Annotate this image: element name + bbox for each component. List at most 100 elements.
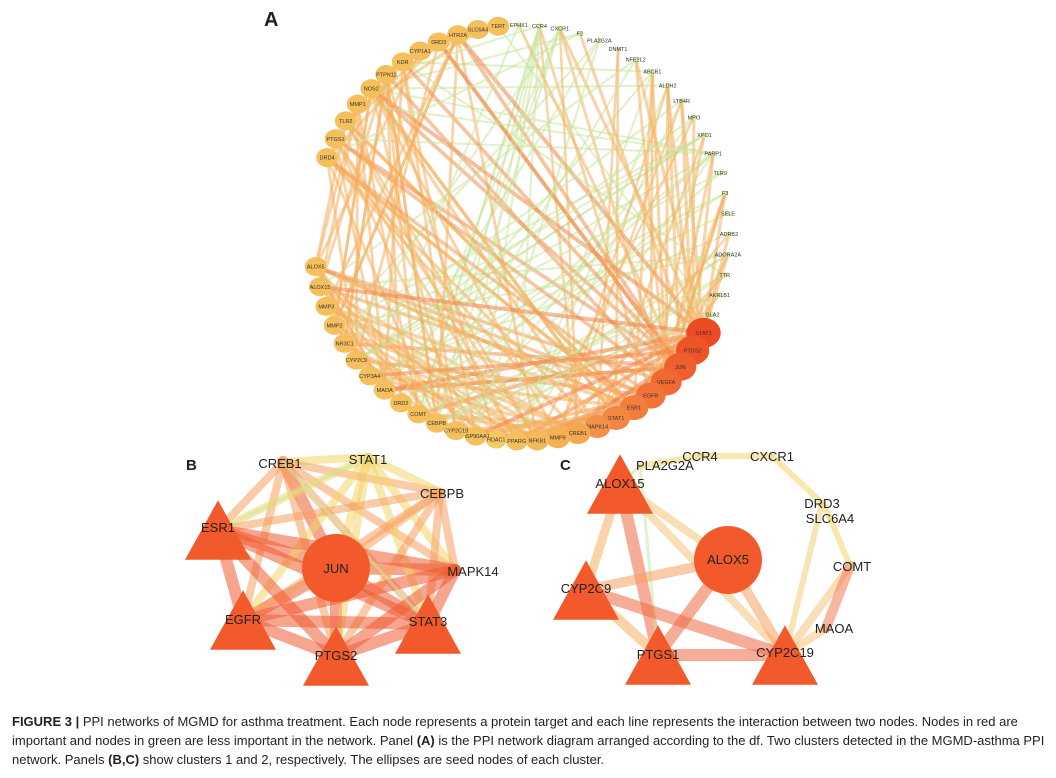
- a-node-label: ALOX5: [307, 265, 325, 271]
- a-edge: [436, 313, 713, 425]
- c-node-cyp2c9: CYP2C9: [553, 560, 619, 620]
- a-node-label: ADRB2: [720, 232, 738, 238]
- a-node-label: CREB1: [569, 431, 587, 437]
- a-edge: [325, 34, 460, 308]
- a-node-label: SELE: [721, 211, 735, 217]
- a-node-shape: [346, 94, 369, 114]
- a-edge: [399, 28, 561, 404]
- a-node-slc6a4: SLC6A4: [466, 20, 489, 40]
- a-node-nfkb1: NFKB1: [525, 430, 549, 451]
- a-node-label: HDAC1: [487, 438, 506, 444]
- a-node-shape: [345, 350, 368, 370]
- a-edge: [384, 364, 681, 392]
- a-edge: [314, 103, 360, 267]
- b-edge: [239, 453, 372, 624]
- a-node-shape: [323, 315, 346, 335]
- c-edge: [827, 515, 853, 569]
- a-node-shape: [409, 41, 432, 61]
- panel-b-label: B: [186, 457, 197, 474]
- a-node-shape: [709, 311, 716, 317]
- a-node-shape: [649, 69, 656, 75]
- a-node-shape: [425, 413, 448, 433]
- c-node-maoa: MAOA: [815, 621, 854, 636]
- a-node-cxcr1: CXCR1: [551, 26, 570, 33]
- a-node-tlr9: TLR9: [713, 170, 727, 177]
- a-node-shape: [407, 404, 430, 424]
- a-node-nos2: NOS2: [360, 79, 383, 99]
- c-node-comt: COMT: [833, 559, 871, 574]
- node-label: EGFR: [225, 612, 261, 627]
- a-node-shape: [536, 23, 543, 29]
- a-node-label: CXCR1: [551, 27, 570, 33]
- a-node-shape: [577, 31, 583, 37]
- node-label: CCR4: [682, 449, 717, 464]
- a-node-label: HTR2A: [449, 33, 467, 39]
- a-edge: [402, 61, 726, 276]
- c-node-ccr4: CCR4: [682, 449, 717, 464]
- node-label: CXCR1: [750, 449, 794, 464]
- a-node-mmp9: MMP9: [545, 427, 570, 449]
- a-node-aldh2: ALDH2: [659, 83, 677, 90]
- a-node-label: EGFR: [643, 394, 658, 400]
- a-node-shape: [725, 210, 731, 216]
- a-node-f3: F3: [722, 190, 728, 197]
- a-node-label: F3: [722, 191, 728, 197]
- a-node-label: MPO: [688, 115, 701, 121]
- a-node-cyp2c19: CYP2C19: [444, 421, 468, 441]
- node-triangle: [752, 625, 818, 685]
- a-edge: [475, 331, 705, 438]
- a-edge: [326, 156, 599, 428]
- node-label: CYP2C19: [756, 645, 814, 660]
- a-edge: [400, 152, 714, 404]
- a-edge: [344, 134, 705, 345]
- a-node-pparg: PPARG: [505, 431, 528, 451]
- a-node-nr3c1: NR3C1: [333, 333, 356, 353]
- node-triangle: [587, 454, 653, 514]
- a-node-shape: [324, 129, 347, 149]
- a-node-hdac1: HDAC1: [485, 430, 507, 449]
- a-edge: [344, 73, 388, 122]
- a-node-shape: [556, 26, 563, 32]
- a-node-label: PPARG: [507, 439, 526, 445]
- a-node-ttr: TTR: [719, 272, 730, 279]
- a-node-label: PLA2G2A: [587, 38, 612, 44]
- b-edge: [214, 488, 444, 534]
- a-edge: [343, 342, 497, 441]
- figure-caption: FIGURE 3 | PPI networks of MGMD for asth…: [12, 712, 1046, 769]
- a-edge: [357, 103, 714, 155]
- b-node-stat3: STAT3: [395, 594, 461, 654]
- a-node-shape: [309, 277, 331, 297]
- a-node-label: CYP1A1: [410, 49, 431, 55]
- caption-panels-bc: (B,C): [108, 752, 140, 767]
- a-node-shape: [375, 64, 398, 84]
- panel-a-nodes: DRD4 PTGS1 TLR2 MMP1 NOS2 PTPN11KDRCYP1A1DRD3…: [304, 16, 741, 451]
- node-label: PTGS2: [315, 648, 358, 663]
- a-edge: [634, 59, 706, 334]
- a-edge: [664, 153, 715, 383]
- a-node-shape: [447, 25, 469, 45]
- a-node-f2: F2: [577, 31, 583, 38]
- node-label: ALOX5: [707, 552, 749, 567]
- node-label: STAT3: [409, 614, 448, 629]
- node-label: SLC6A4: [806, 511, 854, 526]
- a-node-shape: [360, 79, 383, 99]
- a-node-abcb1: ABCB1: [643, 69, 661, 76]
- b-edge: [216, 455, 370, 532]
- a-node-shape: [391, 52, 414, 72]
- a-edge: [318, 103, 360, 288]
- panel-b-network: JUN CREB1 STAT1 CEBPB ESR1 MAPK14 EGFR STAT3 PTG…: [185, 452, 499, 686]
- a-node-shape: [710, 151, 717, 157]
- a-node-mmp1: MMP1: [346, 94, 369, 114]
- a-node-htr2a: HTR2A: [447, 25, 469, 45]
- a-node-shape: [716, 292, 723, 298]
- panel-c-label: C: [560, 457, 571, 474]
- b-node-jun: JUN: [302, 534, 370, 602]
- a-node-ccr4: CCR4: [532, 23, 547, 30]
- a-edge: [333, 324, 539, 442]
- a-node-sele: SELE: [721, 210, 735, 217]
- a-node-label: PTPN11: [376, 72, 396, 78]
- a-node-xpo1: XPO1: [697, 132, 712, 139]
- a-node-shape: [316, 148, 339, 168]
- a-node-shape: [721, 272, 728, 278]
- a-node-pla2g2a: PLA2G2A: [587, 37, 612, 44]
